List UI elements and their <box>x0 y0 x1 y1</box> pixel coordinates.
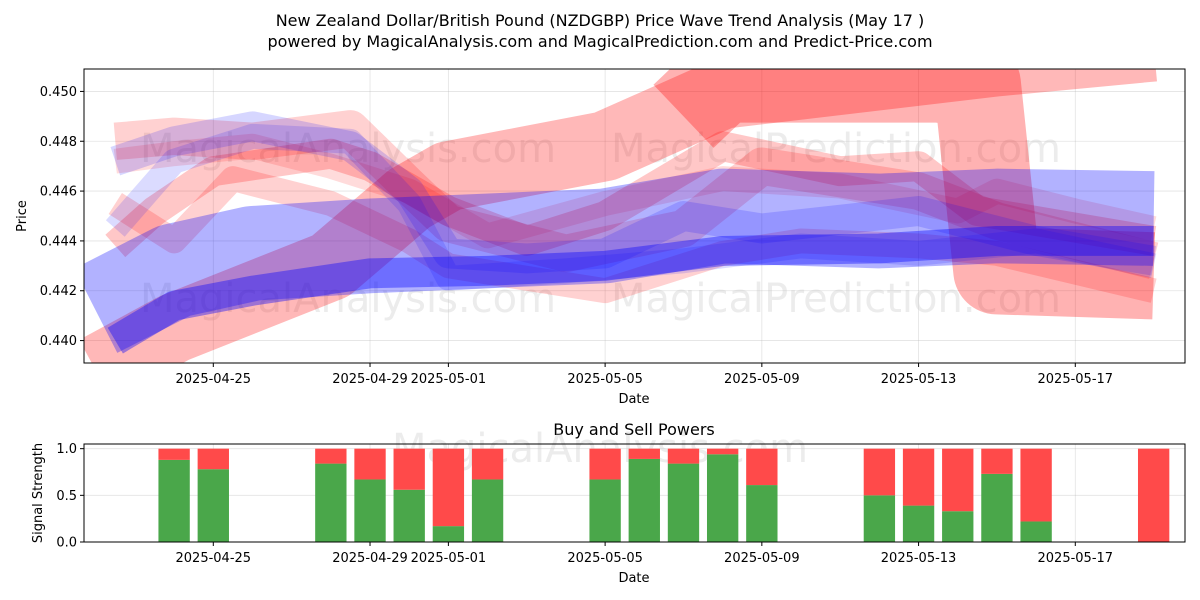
figure-title-line2: powered by MagicalAnalysis.com and Magic… <box>267 32 932 51</box>
power-chart-title: Buy and Sell Powers <box>553 420 715 439</box>
buy-bar-10 <box>706 454 739 542</box>
buy-bar-2 <box>315 463 347 542</box>
price-y-axis: 0.440 0.442 0.444 0.446 0.448 0.450 <box>40 85 84 349</box>
watermark-prediction-top: MagicalPrediction.com <box>611 126 1061 172</box>
power-plot-frame <box>83 443 1186 543</box>
sell-bar-3 <box>354 448 386 480</box>
power-xtick-label-2: 2025-05-01 <box>411 551 487 566</box>
power-ytick-label-1: 0.5 <box>56 489 77 504</box>
price-wave-lines <box>84 69 1159 363</box>
red-wave-5 <box>113 133 1157 249</box>
red-wave-6 <box>108 166 1157 304</box>
sell-bar-17 <box>1137 448 1170 542</box>
watermark-analysis-top: MagicalAnalysis.com <box>140 126 556 172</box>
price-x-axis: 2025-04-25 2025-04-29 2025-05-01 2025-05-05… <box>176 363 1114 387</box>
buy-bar-1 <box>197 469 229 542</box>
sell-bar-4 <box>393 448 425 490</box>
buy-bar-6 <box>471 479 504 542</box>
red-wave-2 <box>653 69 1156 320</box>
sell-bar-13 <box>902 448 935 506</box>
blue-wave-2 <box>107 225 1154 354</box>
price-xtick-label-5: 2025-05-13 <box>881 372 957 387</box>
red-wave-4 <box>113 110 1159 279</box>
buy-bar-5 <box>432 526 465 542</box>
price-plot-background <box>84 69 1185 363</box>
sell-bar-9 <box>667 448 700 464</box>
sell-bar-2 <box>315 448 347 464</box>
price-x-axis-label: Date <box>618 392 649 407</box>
sell-bar-16 <box>1020 448 1052 522</box>
buy-bar-13 <box>902 505 935 542</box>
price-series <box>84 69 1159 363</box>
price-y-axis-label: Price <box>15 200 30 232</box>
price-ytick-label-0: 0.440 <box>40 334 77 349</box>
sell-bar-5 <box>432 448 465 527</box>
buy-bar-15 <box>981 473 1013 542</box>
price-ytick-label-1: 0.442 <box>40 284 77 299</box>
sell-bar-1 <box>197 448 229 470</box>
price-xtick-label-6: 2025-05-17 <box>1038 372 1114 387</box>
sell-bar-6 <box>471 448 504 480</box>
price-xtick-label-1: 2025-04-29 <box>332 372 408 387</box>
price-xtick-label-0: 2025-04-25 <box>176 372 252 387</box>
blue-wave-4 <box>105 123 1157 291</box>
power-x-axis-label: Date <box>618 571 649 586</box>
buy-bar-16 <box>1020 521 1052 542</box>
red-wave-1 <box>84 69 1158 363</box>
price-ytick-label-2: 0.444 <box>40 234 77 249</box>
sell-bar-12 <box>863 448 896 496</box>
power-bars <box>158 448 1170 542</box>
buy-bar-9 <box>667 463 700 542</box>
power-y-axis-label: Signal Strength <box>31 443 46 543</box>
sell-bar-8 <box>628 448 660 459</box>
sell-bar-11 <box>746 448 778 486</box>
power-xtick-label-3: 2025-05-05 <box>567 551 643 566</box>
sell-bar-10 <box>706 448 739 455</box>
buy-bar-0 <box>158 459 190 542</box>
buy-bar-14 <box>942 511 974 542</box>
power-x-axis: 2025-04-25 2025-04-29 2025-05-01 2025-05-05… <box>176 542 1114 566</box>
buy-bar-8 <box>628 458 660 542</box>
blue-wave-3 <box>110 111 1157 276</box>
power-xtick-label-6: 2025-05-17 <box>1038 551 1114 566</box>
buy-bar-7 <box>589 479 621 542</box>
price-ytick-label-4: 0.448 <box>40 135 77 150</box>
price-gridlines <box>84 69 1185 363</box>
price-watermarks: MagicalAnalysis.com MagicalPrediction.co… <box>140 126 1061 322</box>
sell-bar-14 <box>942 448 974 512</box>
price-xtick-label-2: 2025-05-01 <box>411 372 487 387</box>
watermark-analysis-bottom: MagicalAnalysis.com <box>140 276 556 322</box>
power-y-axis: 0.0 0.5 1.0 <box>56 442 84 551</box>
watermark-prediction-bottom: MagicalPrediction.com <box>611 276 1061 322</box>
power-xtick-label-1: 2025-04-29 <box>332 551 408 566</box>
buy-bar-4 <box>393 489 425 542</box>
sell-bar-0 <box>158 448 190 460</box>
price-xtick-label-3: 2025-05-05 <box>567 372 643 387</box>
power-xtick-label-4: 2025-05-09 <box>724 551 800 566</box>
power-ytick-label-2: 1.0 <box>56 442 77 457</box>
price-xtick-label-4: 2025-05-09 <box>724 372 800 387</box>
blue-wave-1 <box>84 168 1155 353</box>
power-xtick-label-5: 2025-05-13 <box>881 551 957 566</box>
sell-bar-7 <box>589 448 621 480</box>
price-plot-frame <box>83 68 1186 364</box>
buy-bar-3 <box>354 479 386 542</box>
price-ytick-label-5: 0.450 <box>40 85 77 100</box>
power-ytick-label-0: 0.0 <box>56 536 77 551</box>
red-wave-3 <box>105 131 1157 258</box>
buy-sell-chart-panel: Buy and Sell Powers MagicalAnalysis.com … <box>31 420 1186 586</box>
figure-title-line1: New Zealand Dollar/British Pound (NZDGBP… <box>276 11 925 30</box>
buy-bar-12 <box>863 495 896 542</box>
buy-bar-11 <box>746 485 778 542</box>
sell-bar-15 <box>981 448 1013 474</box>
price-ytick-label-3: 0.446 <box>40 185 77 200</box>
power-xtick-label-0: 2025-04-25 <box>176 551 252 566</box>
price-chart-panel: MagicalAnalysis.com MagicalPrediction.co… <box>15 68 1186 407</box>
